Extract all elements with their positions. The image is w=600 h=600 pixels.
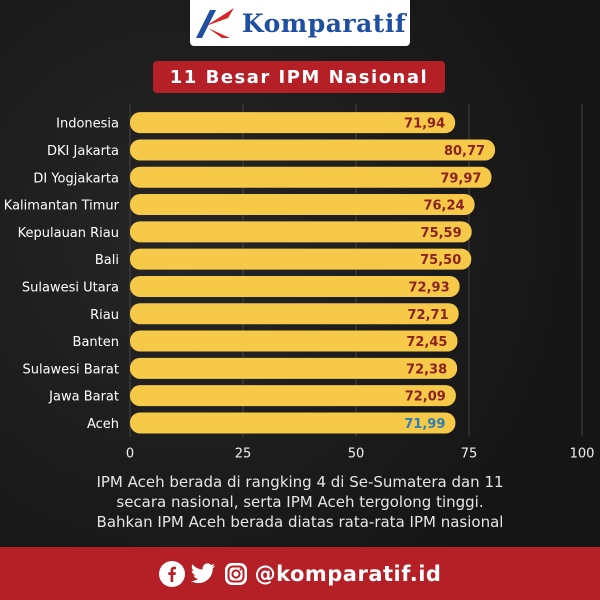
facebook-icon[interactable]	[158, 560, 185, 587]
instagram-icon[interactable]	[224, 562, 247, 585]
category-label: Jawa Barat	[48, 390, 119, 405]
chart-title-banner: 11 Besar IPM Nasional	[153, 61, 445, 93]
bar	[130, 166, 492, 188]
category-label: Indonesia	[56, 117, 119, 132]
bar	[130, 275, 460, 297]
caption-line-3: Bahkan IPM Aceh berada diatas rata-rata …	[96, 513, 504, 531]
bar	[130, 112, 456, 134]
category-label: Bali	[95, 253, 119, 268]
value-label: 75,50	[420, 253, 461, 268]
value-label: 72,45	[406, 335, 447, 350]
value-label: 76,24	[423, 199, 464, 214]
value-label: 80,77	[444, 144, 485, 159]
value-label: 71,99	[404, 417, 445, 432]
value-label: 72,38	[406, 362, 447, 377]
x-tick-label: 100	[570, 447, 595, 462]
value-label: 71,94	[404, 117, 445, 132]
bar	[130, 303, 459, 325]
category-label: Kepulauan Riau	[18, 226, 119, 241]
value-label: 72,09	[405, 390, 446, 405]
category-label: DKI Jakarta	[47, 144, 119, 159]
logo-text: Komparatif	[241, 8, 407, 38]
caption-line-1: IPM Aceh berada di rangking 4 di Se-Suma…	[96, 473, 504, 491]
bar	[130, 248, 472, 270]
twitter-icon[interactable]	[190, 561, 216, 587]
category-label: Sulawesi Utara	[22, 280, 119, 295]
chart-title: 11 Besar IPM Nasional	[169, 66, 429, 88]
caption-line-2: secara nasional, serta IPM Aceh tergolon…	[116, 493, 484, 511]
category-label: Riau	[90, 308, 119, 323]
bar	[130, 412, 456, 434]
caption: IPM Aceh berada di rangking 4 di Se-Suma…	[40, 472, 560, 532]
x-tick-label: 0	[126, 447, 134, 462]
category-label: Banten	[73, 335, 119, 350]
x-tick-label: 75	[461, 447, 478, 462]
bar-chart: 0 25 50 75 100 Indonesia 71,94 DKI Jakarta 80,77…	[4, 104, 595, 462]
bar	[130, 139, 496, 161]
category-label: DI Yogjakarta	[33, 171, 119, 186]
value-label: 72,93	[409, 280, 450, 295]
x-tick-label: 50	[348, 447, 365, 462]
logo-k-icon	[195, 8, 234, 38]
bar	[130, 330, 458, 352]
value-label: 75,59	[421, 226, 462, 241]
category-label: Sulawesi Barat	[22, 362, 119, 377]
category-label: Kalimantan Timur	[4, 199, 120, 214]
category-label: Aceh	[87, 417, 119, 432]
bar	[130, 385, 456, 407]
value-label: 79,97	[440, 171, 481, 186]
footer: @komparatif.id	[0, 547, 600, 600]
bar	[130, 357, 458, 379]
logo: Komparatif	[190, 0, 410, 46]
social-handle[interactable]: @komparatif.id	[254, 561, 442, 586]
value-label: 72,71	[408, 308, 449, 323]
bar	[130, 194, 475, 216]
bar	[130, 221, 472, 243]
x-tick-label: 25	[235, 447, 252, 462]
